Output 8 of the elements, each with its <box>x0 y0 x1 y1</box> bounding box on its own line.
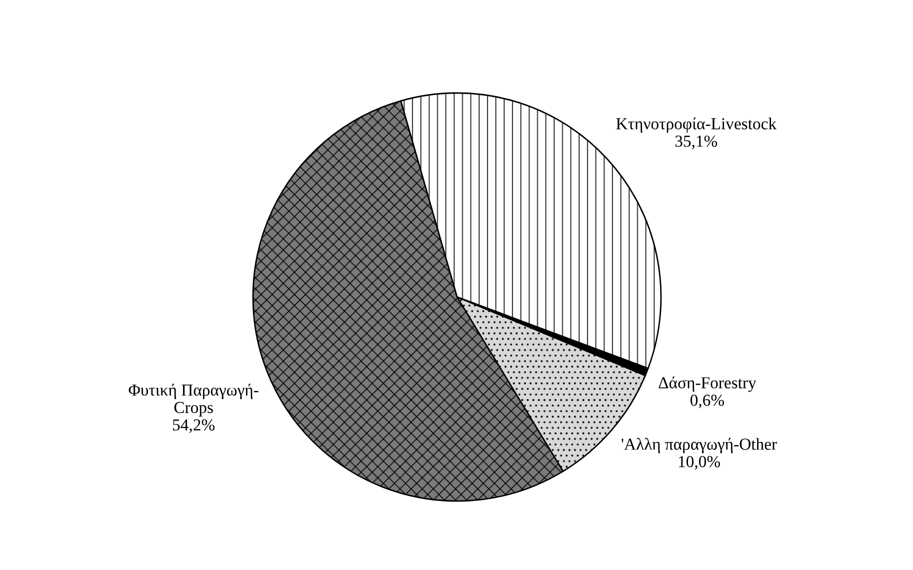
slice-label: Κτηνοτροφία-Livestock <box>616 117 777 133</box>
slice-label: 'Αλλη παραγωγή-Other <box>622 438 777 454</box>
data-label: 10,0% <box>678 456 720 470</box>
data-label: 54,2% <box>173 419 215 433</box>
data-label: 0,6% <box>690 394 724 408</box>
slice-label: Φυτική Παραγωγή- Crops <box>128 384 258 416</box>
data-label: 35,1% <box>675 136 718 150</box>
slice-label: Δάση-Forestry <box>658 376 756 392</box>
